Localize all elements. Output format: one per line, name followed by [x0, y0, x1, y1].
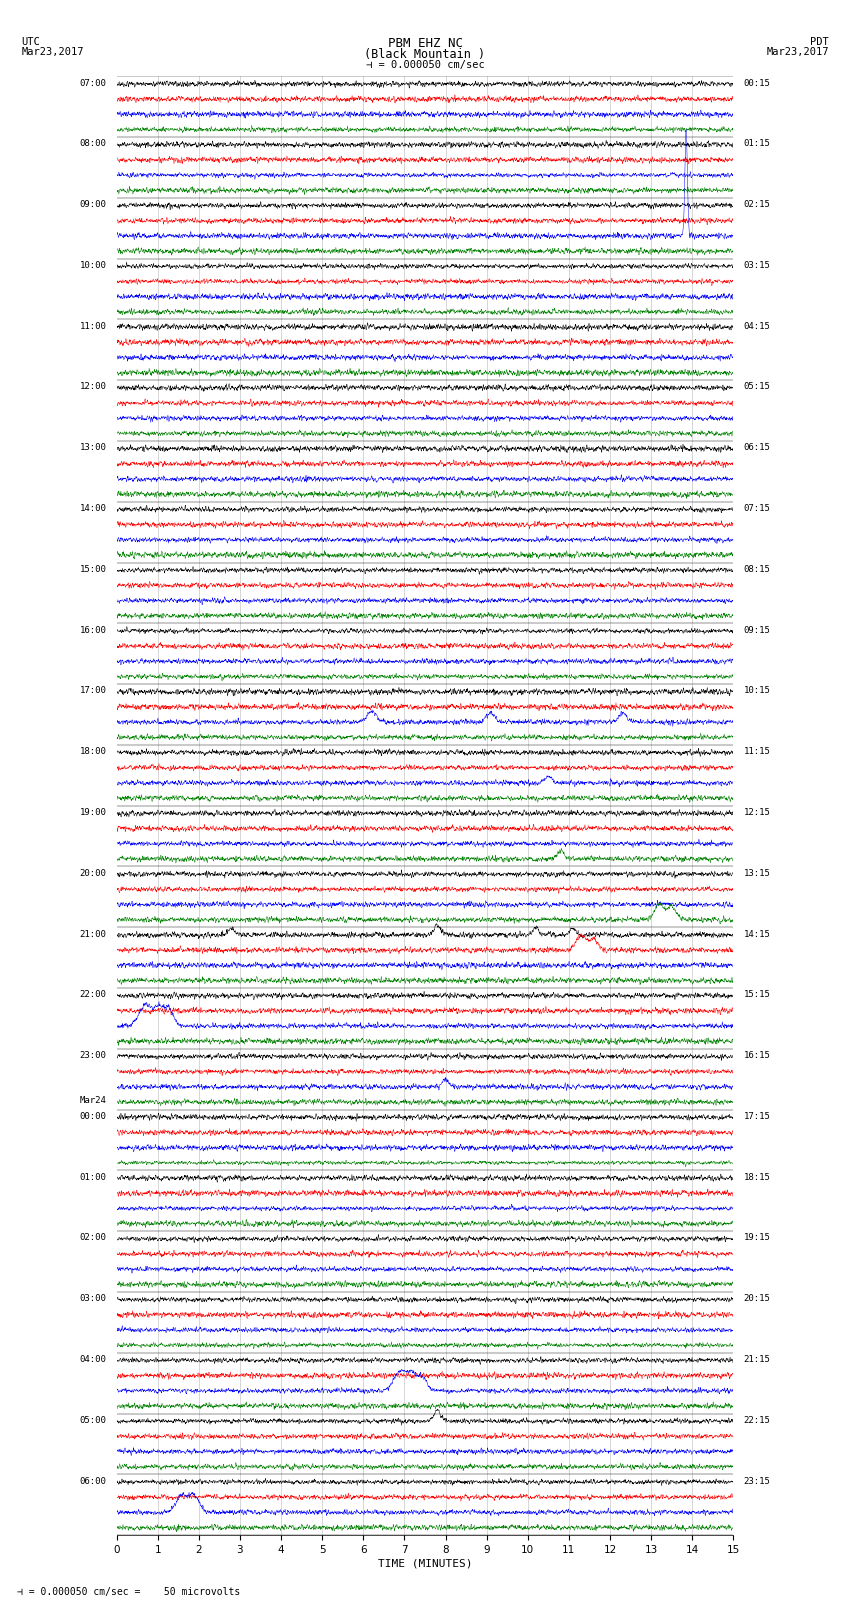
Text: 08:00: 08:00	[79, 139, 106, 148]
Text: 07:15: 07:15	[744, 503, 771, 513]
Text: 16:00: 16:00	[79, 626, 106, 634]
Text: 17:00: 17:00	[79, 687, 106, 695]
Text: 22:15: 22:15	[744, 1416, 771, 1424]
Text: 23:00: 23:00	[79, 1052, 106, 1060]
Text: 09:15: 09:15	[744, 626, 771, 634]
Text: 06:15: 06:15	[744, 444, 771, 452]
Text: 02:15: 02:15	[744, 200, 771, 210]
Text: 08:15: 08:15	[744, 565, 771, 574]
Text: 20:00: 20:00	[79, 869, 106, 877]
Text: 09:00: 09:00	[79, 200, 106, 210]
Text: Mar23,2017: Mar23,2017	[21, 47, 84, 56]
Text: 01:15: 01:15	[744, 139, 771, 148]
Text: 06:00: 06:00	[79, 1476, 106, 1486]
Text: 15:15: 15:15	[744, 990, 771, 1000]
Text: 14:15: 14:15	[744, 929, 771, 939]
Text: 23:15: 23:15	[744, 1476, 771, 1486]
Text: 00:15: 00:15	[744, 79, 771, 87]
Text: 04:15: 04:15	[744, 321, 771, 331]
Text: (Black Mountain ): (Black Mountain )	[365, 48, 485, 61]
Text: 16:15: 16:15	[744, 1052, 771, 1060]
Text: 14:00: 14:00	[79, 503, 106, 513]
Text: UTC: UTC	[21, 37, 40, 47]
Text: 17:15: 17:15	[744, 1111, 771, 1121]
Text: Mar23,2017: Mar23,2017	[766, 47, 829, 56]
Text: ⊣ = 0.000050 cm/sec: ⊣ = 0.000050 cm/sec	[366, 60, 484, 69]
Text: 21:15: 21:15	[744, 1355, 771, 1365]
Text: Mar24: Mar24	[79, 1097, 106, 1105]
Text: 10:15: 10:15	[744, 687, 771, 695]
Text: ⊣ = 0.000050 cm/sec =    50 microvolts: ⊣ = 0.000050 cm/sec = 50 microvolts	[17, 1587, 241, 1597]
Text: 13:15: 13:15	[744, 869, 771, 877]
Text: PDT: PDT	[810, 37, 829, 47]
Text: 19:00: 19:00	[79, 808, 106, 816]
Text: 00:00: 00:00	[79, 1111, 106, 1121]
Text: 11:00: 11:00	[79, 321, 106, 331]
Text: 02:00: 02:00	[79, 1234, 106, 1242]
Text: 13:00: 13:00	[79, 444, 106, 452]
Text: 03:15: 03:15	[744, 261, 771, 269]
Text: 12:15: 12:15	[744, 808, 771, 816]
Text: 05:00: 05:00	[79, 1416, 106, 1424]
Text: 22:00: 22:00	[79, 990, 106, 1000]
Text: 07:00: 07:00	[79, 79, 106, 87]
Text: 11:15: 11:15	[744, 747, 771, 756]
Text: 05:15: 05:15	[744, 382, 771, 392]
Text: 03:00: 03:00	[79, 1294, 106, 1303]
Text: 12:00: 12:00	[79, 382, 106, 392]
Text: 20:15: 20:15	[744, 1294, 771, 1303]
Text: 10:00: 10:00	[79, 261, 106, 269]
Text: 18:15: 18:15	[744, 1173, 771, 1182]
Text: 04:00: 04:00	[79, 1355, 106, 1365]
Text: 19:15: 19:15	[744, 1234, 771, 1242]
Text: 18:00: 18:00	[79, 747, 106, 756]
Text: PBM EHZ NC: PBM EHZ NC	[388, 37, 462, 50]
Text: 21:00: 21:00	[79, 929, 106, 939]
Text: 01:00: 01:00	[79, 1173, 106, 1182]
X-axis label: TIME (MINUTES): TIME (MINUTES)	[377, 1560, 473, 1569]
Text: 15:00: 15:00	[79, 565, 106, 574]
